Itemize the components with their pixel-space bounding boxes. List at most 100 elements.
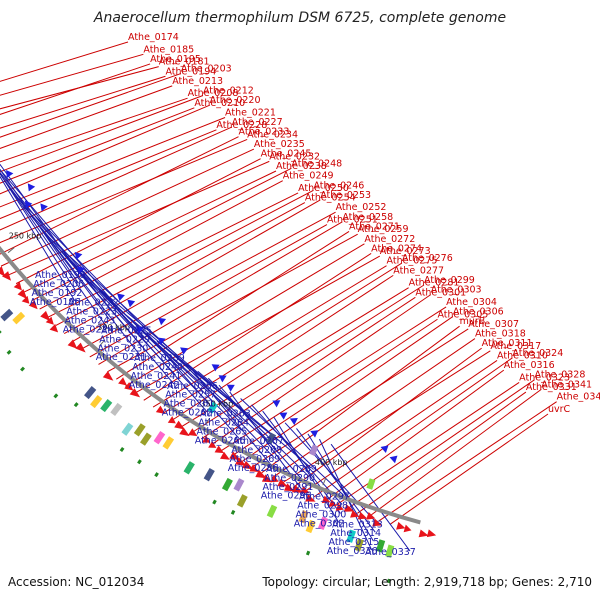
gene-label: Athe_0291 — [263, 482, 314, 493]
leader-line — [72, 199, 321, 342]
gene-label: Athe_0232 — [269, 151, 320, 162]
leader-line — [367, 388, 542, 518]
leader-line — [357, 391, 527, 514]
gene-label: Athe_0245 — [261, 149, 312, 160]
leader-line — [152, 265, 387, 408]
genome-backbone — [0, 245, 421, 525]
annotation-block — [153, 431, 166, 445]
leader-line — [81, 272, 213, 386]
forward-gene-arrow — [13, 281, 22, 291]
scale-tick-label: 300 kbp — [97, 323, 130, 332]
forward-gene-arrow — [418, 529, 429, 538]
leader-line — [0, 85, 173, 149]
leader-line — [240, 316, 454, 463]
reverse-gene-arrow — [272, 400, 281, 408]
leader-line — [271, 338, 476, 479]
gene-label: Athe_0233 — [239, 127, 290, 138]
leader-line — [191, 284, 425, 434]
leader-line — [0, 107, 195, 184]
annotation-block — [233, 478, 245, 492]
annotation-block — [12, 311, 26, 325]
annotation-block — [84, 386, 97, 400]
forward-gene-arrow — [102, 371, 114, 381]
gene-label: Athe_0328 — [535, 370, 586, 381]
forward-gene-arrow — [155, 405, 166, 414]
gene-label: Athe_0228 — [216, 120, 267, 131]
reverse-gene-arrow — [289, 417, 298, 426]
forward-gene-arrow — [75, 342, 86, 353]
reverse-gene-arrow — [389, 455, 398, 464]
gene-label: Athe_0203 — [181, 64, 232, 75]
leader-line — [207, 377, 310, 478]
gene-label: Athe_0261 — [164, 399, 215, 410]
leader-line — [47, 235, 180, 358]
gene-label: Athe_0249 — [283, 171, 334, 182]
forward-gene-arrow — [220, 451, 230, 460]
leader-line — [0, 53, 144, 96]
forward-gene-arrow — [40, 310, 51, 322]
annotation-block — [346, 529, 356, 543]
gene-label: Athe_0310 — [497, 350, 548, 361]
forward-gene-arrow — [277, 478, 288, 487]
gene-label: Athe_0268 — [231, 445, 282, 456]
gc-marker — [305, 550, 311, 556]
gene-label: Athe_0265 — [197, 426, 248, 437]
gene-label: Athe_0315 — [329, 537, 380, 548]
forward-gene-arrow — [270, 474, 279, 483]
gene-label: Athe_0239 — [134, 353, 185, 364]
gene-label: Athe_0314 — [330, 528, 381, 539]
forward-gene-arrow — [2, 271, 12, 281]
gene-label: Athe_0337 — [365, 547, 416, 558]
forward-gene-arrow — [249, 464, 260, 472]
gc-marker — [230, 509, 236, 515]
gene-label: Athe_0192 — [32, 288, 83, 299]
annotation-block — [318, 516, 328, 531]
reverse-gene-arrow — [157, 337, 166, 345]
leader-line — [146, 332, 241, 440]
accession-text: Accession: NC_012034 — [8, 575, 145, 589]
leader-line — [134, 255, 381, 394]
forward-gene-arrow — [328, 499, 337, 507]
gene-label: Athe_0212 — [203, 86, 254, 97]
leader-line — [63, 202, 306, 334]
gene-label: Athe_0318 — [475, 329, 526, 340]
leader-line — [218, 384, 308, 487]
annotation-block — [375, 539, 386, 553]
reverse-gene-arrow — [74, 251, 83, 260]
gc-marker — [20, 366, 25, 372]
reverse-gene-arrow — [27, 183, 36, 192]
leader-line — [171, 274, 394, 421]
scale-tick — [7, 247, 15, 254]
gc-marker — [6, 349, 12, 355]
gene-label: Athe_0299 — [424, 275, 475, 286]
leader-line — [0, 73, 182, 138]
forward-gene-arrow — [188, 428, 198, 437]
gene-label: Athe_0210 — [194, 98, 245, 109]
leader-line — [324, 369, 505, 502]
gene-label: Athe_0194 — [165, 66, 216, 77]
reverse-gene-arrow — [211, 364, 220, 372]
gene-label: Athe_0196 — [30, 297, 81, 308]
reverse-gene-arrow — [40, 203, 48, 212]
reverse-gene-arrow — [158, 317, 167, 326]
leader-line — [282, 350, 491, 484]
gene-label: Athe_0246 — [313, 180, 364, 191]
gene-label: uvrC — [548, 404, 571, 415]
gene-label: Athe_0296 — [261, 491, 312, 502]
gene-label: Athe_0174 — [128, 32, 179, 43]
forward-gene-arrow — [17, 289, 28, 300]
scale-tick-label: 250 kbp — [9, 232, 42, 241]
gene-label: Athe_0316 — [504, 360, 555, 371]
gene-label: murB — [460, 316, 486, 327]
reverse-gene-arrow — [226, 384, 235, 392]
gene-label: Athe_0262 — [162, 408, 213, 419]
gene-label: Athe_0181 — [159, 57, 210, 68]
leader-line — [162, 262, 403, 415]
reverse-gene-arrow — [218, 375, 227, 383]
annotation-block — [354, 538, 364, 552]
forward-gene-arrow — [396, 521, 406, 530]
forward-gene-arrow — [283, 483, 295, 492]
gene-label: Athe_0269 — [230, 454, 281, 465]
reverse-gene-arrow — [117, 293, 125, 302]
leader-line — [98, 221, 343, 365]
